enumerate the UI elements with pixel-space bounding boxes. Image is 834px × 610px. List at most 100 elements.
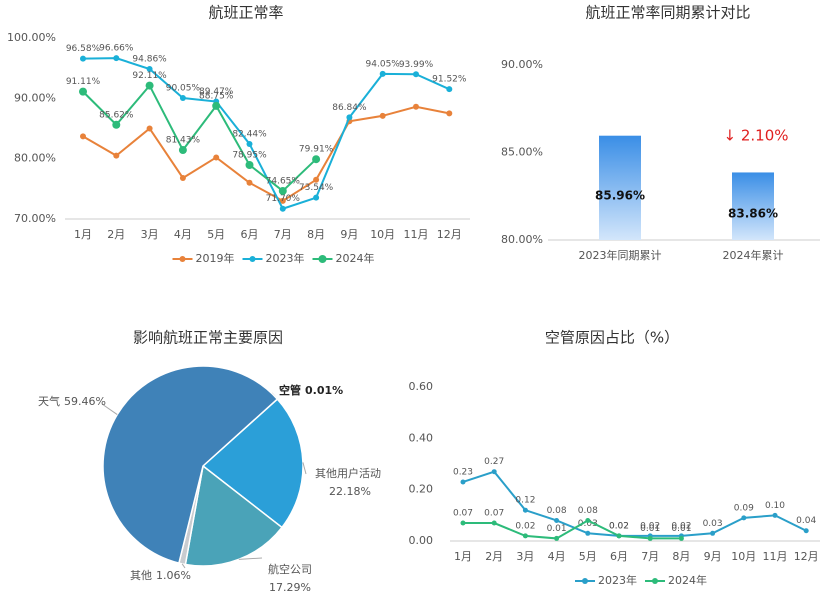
- slice-name: 天气: [38, 394, 60, 408]
- pie-slice: [102, 365, 279, 564]
- legend-label: 2024年: [336, 251, 375, 265]
- x-tick-label: 10月: [731, 550, 756, 563]
- data-label: 91.11%: [66, 77, 101, 87]
- series-line: [463, 519, 682, 540]
- data-label: 74.65%: [266, 176, 301, 186]
- data-label: 81.43%: [166, 136, 201, 146]
- data-label: 0.07: [484, 509, 504, 519]
- x-tick-label: 9月: [704, 550, 722, 563]
- data-point: [212, 101, 221, 110]
- x-tick-label: 10月: [370, 228, 395, 241]
- data-point: [710, 530, 716, 536]
- data-label: 0.02: [609, 521, 629, 531]
- data-label: 88.75%: [199, 91, 234, 101]
- x-tick-label: 2月: [107, 228, 125, 241]
- data-point: [279, 205, 286, 212]
- leader-line: [101, 403, 118, 415]
- series-line: [82, 83, 317, 193]
- slice-value: 22.18%: [329, 485, 371, 498]
- data-point: [179, 95, 186, 102]
- data-point: [379, 70, 386, 77]
- legend-marker: [582, 578, 588, 584]
- y-tick-label: 100.00%: [7, 31, 56, 44]
- x-tick-label: 1月: [74, 228, 92, 241]
- data-point: [80, 133, 86, 140]
- slice-label: 空管 0.01%: [279, 383, 343, 397]
- legend-label: 2023年: [598, 573, 637, 587]
- x-tick-label: 2024年累计: [723, 248, 784, 262]
- data-label: 86.84%: [332, 103, 367, 113]
- x-tick-label: 5月: [579, 550, 597, 563]
- data-point: [413, 71, 419, 78]
- y-tick-label: 70.00%: [14, 212, 56, 225]
- data-label: 82.44%: [232, 129, 267, 139]
- data-point: [616, 533, 622, 539]
- data-point: [146, 125, 153, 132]
- chart-title: 航班正常率同期累计对比: [585, 4, 750, 22]
- x-tick-label: 3月: [516, 550, 534, 563]
- x-tick-label: 4月: [174, 228, 192, 241]
- slice-value: 59.46%: [64, 395, 106, 408]
- data-label: 0.10: [765, 501, 785, 511]
- data-label: 96.66%: [99, 44, 134, 54]
- data-point: [113, 152, 120, 159]
- y-tick-label: 0.60: [409, 380, 434, 393]
- data-point: [491, 520, 497, 526]
- data-point: [246, 179, 253, 186]
- data-point: [554, 535, 560, 541]
- data-point: [213, 154, 220, 161]
- x-tick-label: 12月: [794, 550, 819, 563]
- series-line: [462, 470, 807, 537]
- data-label: 89.47%: [199, 87, 234, 97]
- data-point: [379, 112, 386, 119]
- data-label: 0.01: [671, 524, 691, 534]
- legend-marker: [652, 578, 658, 584]
- x-tick-label: 2023年同期累计: [579, 248, 662, 262]
- slice-value: 0.01%: [305, 384, 343, 397]
- slice-value: 1.06%: [156, 569, 191, 582]
- data-point: [313, 176, 320, 183]
- x-tick-label: 6月: [241, 228, 259, 241]
- x-tick-label: 1月: [454, 550, 472, 563]
- slice-name: 航空公司: [268, 562, 312, 576]
- y-tick-label: 0.20: [409, 483, 434, 496]
- data-label: 73.54%: [299, 183, 334, 193]
- data-point: [647, 535, 653, 541]
- x-tick-label: 5月: [207, 228, 225, 241]
- y-tick-label: 85.00%: [501, 146, 543, 159]
- data-label: 0.03: [703, 519, 723, 529]
- legend-marker: [318, 255, 327, 263]
- data-label: 0.02: [671, 521, 691, 531]
- data-label: 0.02: [640, 521, 660, 531]
- y-tick-label: 90.00%: [14, 91, 56, 104]
- x-tick-label: 12月: [437, 228, 462, 241]
- data-point: [460, 479, 466, 485]
- data-label: 78.95%: [232, 151, 267, 161]
- data-point: [179, 174, 186, 181]
- x-tick-label: 8月: [672, 550, 690, 563]
- legend-label: 2023年: [266, 251, 305, 265]
- x-tick-label: 11月: [763, 550, 788, 563]
- series-line: [82, 57, 450, 210]
- slice-value: 17.29%: [269, 581, 311, 594]
- data-label: 0.27: [484, 457, 504, 467]
- data-point: [554, 517, 560, 523]
- data-point: [80, 55, 86, 62]
- data-label: 92.11%: [132, 71, 167, 81]
- data-point: [491, 469, 497, 475]
- data-label: 0.01: [547, 524, 567, 534]
- data-point: [460, 520, 466, 526]
- data-label: 0.04: [796, 516, 816, 526]
- data-point: [585, 517, 591, 523]
- x-tick-label: 11月: [404, 228, 429, 241]
- slice-label: 天气 59.46%: [38, 394, 106, 408]
- data-label: 91.52%: [432, 75, 467, 85]
- data-label: 0.23: [453, 467, 473, 477]
- legend-marker: [249, 256, 256, 262]
- data-point: [741, 515, 747, 521]
- data-point: [803, 528, 809, 534]
- slice-name: 其他: [130, 569, 152, 582]
- annotation: ↓ 2.10%: [724, 127, 789, 145]
- pie-slice: [201, 398, 304, 529]
